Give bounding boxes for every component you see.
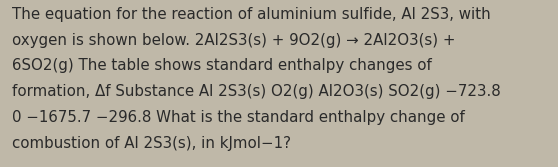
Text: formation, Δf Substance Al 2S3(s) O2(g) Al2O3(s) SO2(g) −723.8: formation, Δf Substance Al 2S3(s) O2(g) … bbox=[12, 84, 501, 99]
Text: combustion of Al 2S3(s), in kJmol−1?: combustion of Al 2S3(s), in kJmol−1? bbox=[12, 136, 291, 151]
Text: oxygen is shown below. 2Al2S3(s) + 9O2(g) → 2Al2O3(s) +: oxygen is shown below. 2Al2S3(s) + 9O2(g… bbox=[12, 33, 456, 48]
Text: The equation for the reaction of aluminium sulfide, Al 2S3, with: The equation for the reaction of alumini… bbox=[12, 7, 491, 22]
Text: 0 −1675.7 −296.8 What is the standard enthalpy change of: 0 −1675.7 −296.8 What is the standard en… bbox=[12, 110, 465, 125]
Text: 6SO2(g) The table shows standard enthalpy changes of: 6SO2(g) The table shows standard enthalp… bbox=[12, 58, 432, 73]
